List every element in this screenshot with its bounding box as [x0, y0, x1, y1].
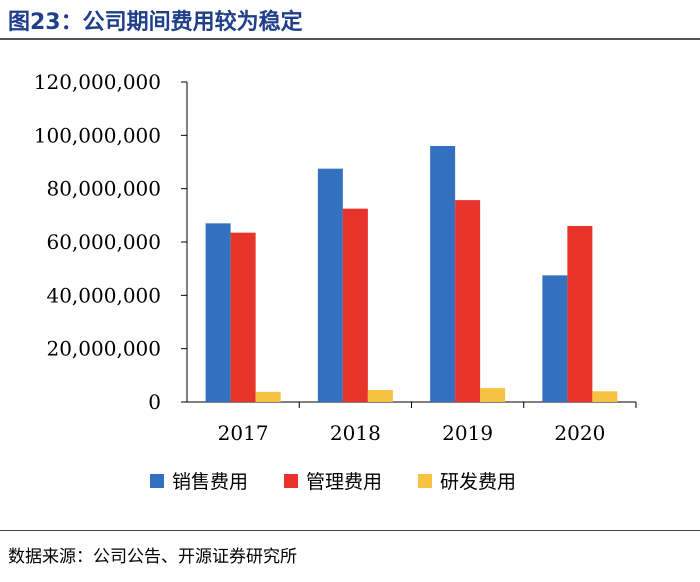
y-tick-label: 100,000,000 [34, 123, 161, 147]
bar-2020-series-2 [567, 226, 593, 402]
legend-swatch-3 [418, 474, 432, 488]
footer-divider [0, 530, 700, 531]
y-tick-label: 60,000,000 [46, 230, 161, 254]
y-tick-label: 20,000,000 [46, 337, 161, 361]
bar-2018-series-1 [317, 168, 343, 402]
x-tick-label: 2018 [330, 421, 381, 445]
bar-2020-series-1 [542, 275, 568, 402]
title-divider [0, 38, 700, 40]
bar-2017-series-2 [230, 232, 256, 402]
bar-2019-series-2 [455, 200, 481, 402]
bar-2020-series-3 [592, 391, 618, 402]
data-source-note: 数据来源：公司公告、开源证券研究所 [8, 547, 297, 567]
legend-swatch-1 [150, 474, 164, 488]
bar-2018-series-2 [342, 208, 368, 402]
x-tick-label: 2017 [218, 421, 269, 445]
legend-label-3: 研发费用 [440, 471, 516, 493]
bar-2019-series-1 [430, 146, 456, 402]
legend-label-2: 管理费用 [306, 471, 382, 493]
bar-chart: 0 20,000,000 40,000,000 60,000,000 80,000,00… [34, 70, 637, 493]
x-tick-label: 2020 [554, 421, 605, 445]
figure-header: 图23：公司期间费用较为稳定 [0, 0, 700, 40]
legend-swatch-2 [284, 474, 298, 488]
bar-2019-series-3 [480, 388, 506, 402]
bar-2017-series-1 [205, 223, 231, 402]
y-tick-label: 0 [148, 390, 161, 414]
legend-label-1: 销售费用 [172, 471, 248, 493]
figure-title: 图23：公司期间费用较为稳定 [8, 10, 303, 35]
y-tick-label: 120,000,000 [34, 70, 161, 94]
bar-2017-series-3 [255, 391, 281, 402]
y-tick-label: 40,000,000 [46, 283, 161, 307]
bar-2018-series-3 [367, 390, 393, 402]
y-tick-label: 80,000,000 [46, 177, 161, 201]
x-tick-label: 2019 [442, 421, 493, 445]
